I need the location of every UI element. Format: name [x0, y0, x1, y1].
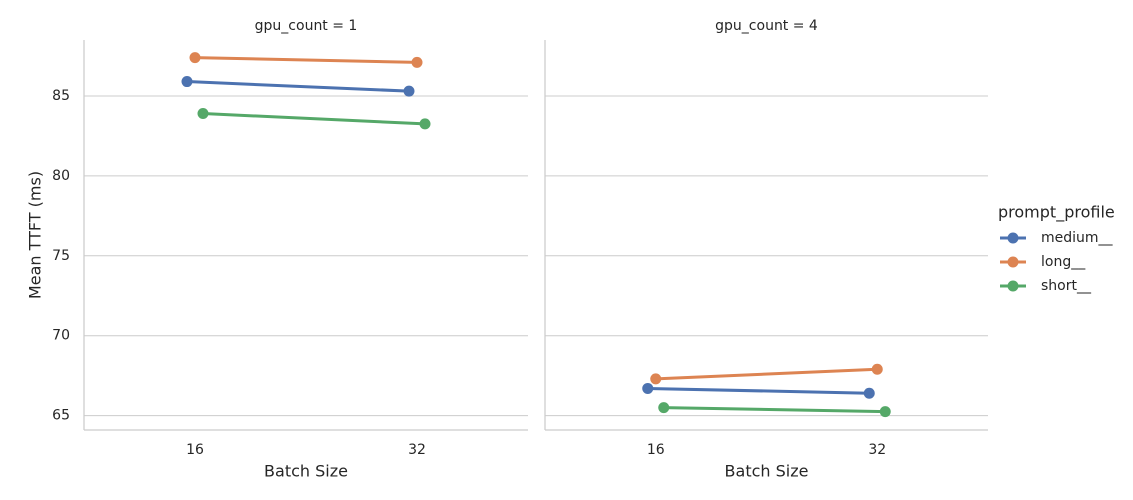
legend-label: short__	[1041, 278, 1092, 294]
legend-marker	[1007, 280, 1019, 292]
y-tick-label: 65	[52, 408, 70, 424]
point	[650, 373, 662, 385]
legend-label: medium__	[1041, 230, 1114, 246]
x-tick-label: 16	[647, 442, 665, 458]
point	[411, 56, 423, 68]
point	[419, 118, 431, 130]
point	[658, 402, 670, 414]
point	[879, 406, 891, 418]
point	[871, 363, 883, 375]
series-line	[202, 112, 426, 126]
y-tick-label: 80	[52, 168, 70, 184]
series-line	[663, 406, 886, 414]
legend-title: prompt_profile	[998, 203, 1115, 223]
x-axis-label: Batch Size	[264, 462, 348, 481]
y-tick-label: 70	[52, 328, 70, 344]
legend-marker	[1007, 232, 1019, 244]
panel-title: gpu_count = 1	[255, 18, 358, 34]
point	[863, 387, 875, 399]
x-axis-label: Batch Size	[725, 462, 809, 481]
legend-label: long__	[1041, 254, 1086, 270]
legend-marker	[1007, 256, 1019, 268]
series-line	[194, 56, 418, 64]
point	[642, 382, 654, 394]
point	[403, 85, 415, 97]
series-line	[186, 80, 410, 93]
point	[197, 108, 209, 120]
series-line	[647, 386, 870, 395]
y-axis-label: Mean TTFT (ms)	[26, 171, 45, 299]
y-tick-label: 85	[52, 88, 70, 104]
x-tick-label: 32	[408, 442, 426, 458]
point	[181, 76, 193, 88]
point	[189, 52, 201, 64]
y-tick-label: 75	[52, 248, 70, 264]
x-tick-label: 16	[186, 442, 204, 458]
x-tick-label: 32	[868, 442, 886, 458]
panel-title: gpu_count = 4	[715, 18, 818, 34]
series-line	[655, 367, 878, 381]
